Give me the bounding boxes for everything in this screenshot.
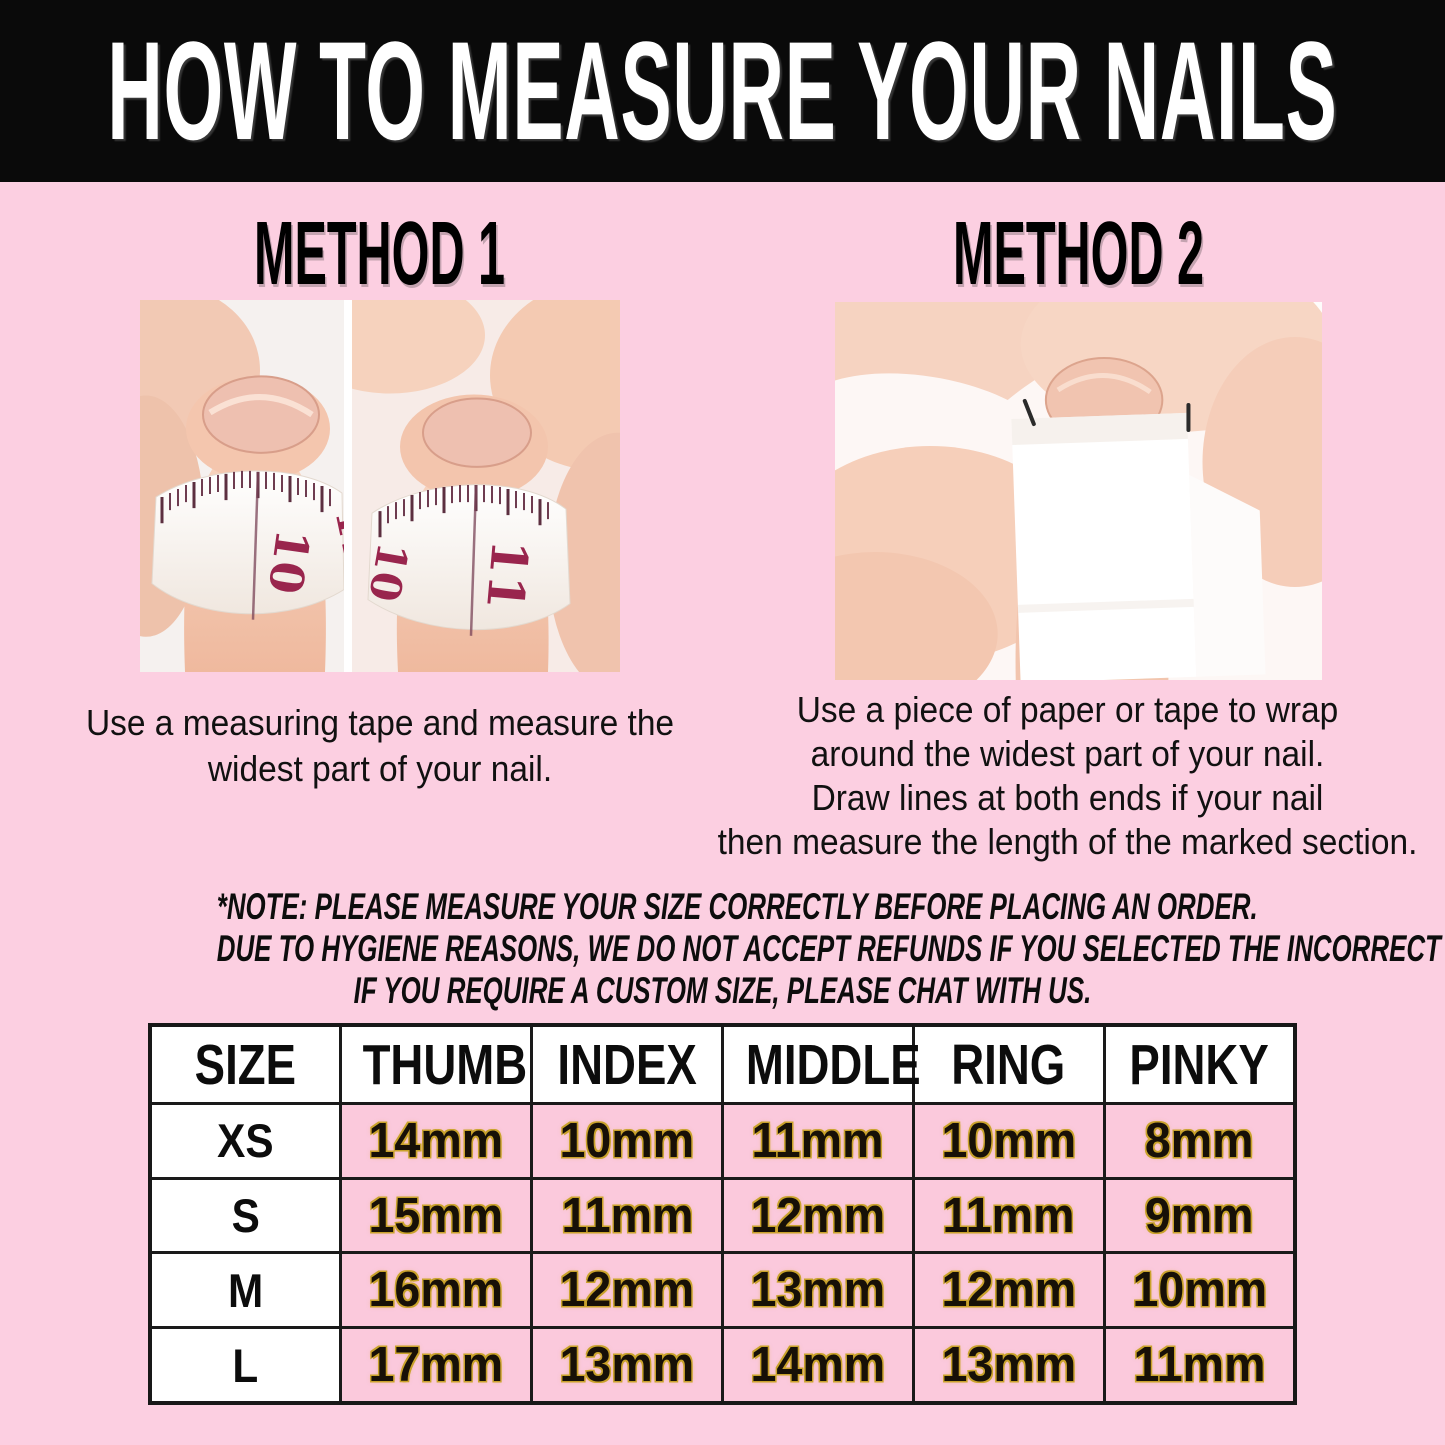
column-header-middle: MIDDLE [745,1032,921,1097]
caption-line: Use a measuring tape and measure the [85,702,675,743]
paper-wrap-photo-svg [835,302,1322,680]
caption-line: then measure the length of the marked se… [717,821,1418,862]
measurement-value: 17mm [368,1338,504,1393]
caption-line: widest part of your nail. [207,748,553,789]
caption-line: around the widest part of your nail. [810,733,1325,774]
measurement-value: 14mm [368,1113,504,1168]
frame-divider [344,300,352,672]
method2-photo [835,302,1322,680]
pen-mark-left [1022,399,1036,426]
size-table: SIZE THUMB INDEX MIDDLE RING PINKY XS 14… [148,1023,1297,1405]
order-note: *NOTE: PLEASE MEASURE YOUR SIZE CORRECTL… [0,886,1445,1012]
tape-number: 10 [258,526,320,597]
measurement-value: 13mm [559,1338,695,1393]
measuring-tape-photo-svg: 10 11 10 11 [140,300,620,672]
note-line: IF YOU REQUIRE A CUSTOM SIZE, PLEASE CHA… [353,970,1092,1011]
measuring-tape [367,484,571,631]
header-banner: HOW TO MEASURE YOUR NAILS [0,0,1445,182]
table-row-s: S 15mm 11mm 12mm 11mm 9mm [148,1176,1297,1255]
column-header-size: SIZE [194,1032,297,1097]
method2-caption: Use a piece of paper or tape to wrap aro… [690,688,1445,864]
measurement-value: 11mm [561,1188,694,1243]
measurement-value: 16mm [368,1263,504,1318]
column-header-pinky: PINKY [1129,1032,1270,1097]
column-header-thumb: THUMB [362,1032,528,1097]
method1-right-frame: 10 11 [352,300,620,672]
measurement-value: 9mm [1144,1188,1254,1243]
measurement-value: 10mm [1132,1263,1267,1318]
measurement-value: 13mm [750,1263,886,1318]
measurement-value: 14mm [750,1338,886,1393]
note-line: *NOTE: PLEASE MEASURE YOUR SIZE CORRECTL… [216,886,1258,927]
thumb-nail [202,375,320,454]
size-label: L [232,1338,259,1392]
note-line: DUE TO HYGIENE REASONS, WE DO NOT ACCEPT… [216,928,1445,969]
table-row-m: M 16mm 12mm 13mm 12mm 10mm [148,1251,1297,1330]
tape-short-ticks [169,470,331,511]
paper-strip [1011,412,1266,680]
measurement-value: 11mm [1133,1338,1266,1393]
page-title: HOW TO MEASURE YOUR NAILS [107,12,1338,169]
measurement-value: 12mm [941,1263,1077,1318]
size-label: S [231,1189,260,1243]
method1-caption: Use a measuring tape and measure the wid… [40,700,720,792]
measurement-value: 11mm [942,1188,1075,1243]
column-header-index: INDEX [557,1032,697,1097]
size-label: XS [217,1114,274,1168]
tape-short-ticks [387,484,549,524]
caption-line: Draw lines at both ends if your nail [811,777,1324,818]
size-label: M [228,1263,264,1317]
measuring-tape [151,470,344,615]
caption-line: Use a piece of paper or tape to wrap [796,689,1339,730]
measurement-value: 12mm [750,1188,886,1243]
thumb-nail [422,397,532,468]
size-chart: SIZE THUMB INDEX MIDDLE RING PINKY XS 14… [148,1023,1297,1405]
method1-heading: METHOD 1 [140,208,620,300]
measurement-value: 12mm [559,1263,695,1318]
measurement-value: 13mm [941,1338,1077,1393]
measurement-value: 11mm [751,1113,884,1168]
table-row-xs: XS 14mm 10mm 11mm 10mm 8mm [148,1102,1297,1180]
method1-photo: 10 11 10 11 [140,300,620,672]
measurement-value: 8mm [1144,1113,1254,1168]
measurement-value: 10mm [941,1113,1077,1168]
method2-heading-text: METHOD 2 [952,204,1205,304]
measurement-value: 15mm [368,1188,504,1243]
method1-left-frame: 10 11 [140,300,344,672]
header-row: SIZE THUMB INDEX MIDDLE RING PINKY [148,1023,1297,1105]
method2-heading: METHOD 2 [835,208,1322,300]
tape-number: 11 [475,538,540,613]
tape-number: 10 [359,539,418,606]
method1-heading-text: METHOD 1 [254,204,506,304]
measurement-value: 10mm [559,1113,695,1168]
column-header-ring: RING [951,1032,1066,1097]
table-row-l: L 17mm 13mm 14mm 13mm 11mm [148,1326,1297,1405]
